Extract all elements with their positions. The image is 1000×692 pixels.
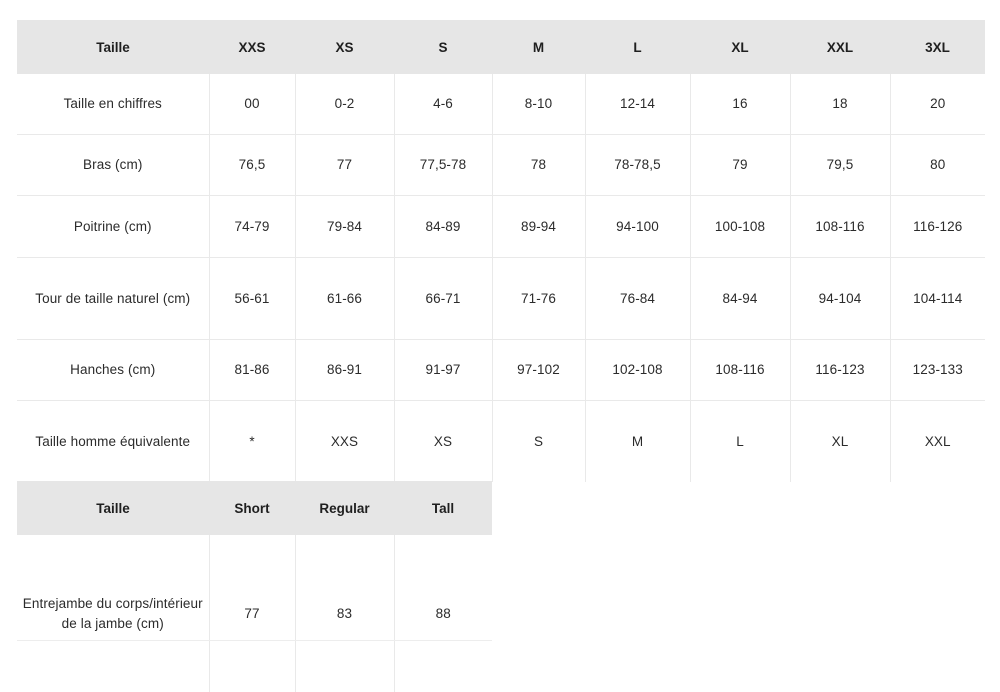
cell-value: 66-71	[394, 257, 493, 340]
column-header-xl: XL	[690, 20, 790, 74]
inseam-length-table: Taille Short Regular Tall Entrejambe du …	[17, 481, 492, 692]
column-header-tall: Tall	[394, 481, 492, 535]
column-header-s: S	[394, 20, 492, 74]
cell-value: 8-10	[492, 74, 586, 135]
cell-value: 88	[394, 535, 492, 692]
cell-value: L	[690, 400, 791, 482]
cell-value: 77,5-78	[394, 134, 493, 196]
column-header-xxs: XXS	[209, 20, 295, 74]
cell-value: 79,5	[790, 134, 891, 196]
column-header-xxl: XXL	[790, 20, 890, 74]
cell-value: 76,5	[209, 134, 296, 196]
cell-value: S	[492, 400, 586, 482]
row-label-hips: Hanches (cm)	[17, 339, 210, 401]
cell-value: 12-14	[585, 74, 691, 135]
cell-value: 71-76	[492, 257, 586, 340]
cell-value: M	[585, 400, 691, 482]
cell-value: 00	[209, 74, 296, 135]
row-label-inseam: Entrejambe du corps/intérieur de la jamb…	[17, 535, 210, 692]
row-label-mens-equivalent: Taille homme équivalente	[17, 400, 210, 482]
column-header-taille: Taille	[17, 20, 209, 74]
cell-value: 56-61	[209, 257, 296, 340]
column-header-taille-inseam: Taille	[17, 481, 209, 535]
cell-value: 81-86	[209, 339, 296, 401]
cell-value: 20	[890, 74, 985, 135]
cell-value: 18	[790, 74, 891, 135]
table-row: Taille homme équivalente * XXS XS S M L …	[17, 400, 985, 482]
row-label-natural-waist: Tour de taille naturel (cm)	[17, 257, 210, 340]
cell-value: 108-116	[790, 195, 891, 258]
cell-value: XXS	[295, 400, 395, 482]
column-header-3xl: 3XL	[890, 20, 985, 74]
inseam-table-header: Taille Short Regular Tall	[17, 481, 492, 535]
womens-size-chart-table: Taille XXS XS S M L XL XXL 3XL Taille en…	[17, 20, 985, 482]
cell-value: 102-108	[585, 339, 691, 401]
row-label-arm: Bras (cm)	[17, 134, 210, 196]
column-header-m: M	[492, 20, 585, 74]
cell-value: XS	[394, 400, 493, 482]
cell-value: 84-94	[690, 257, 791, 340]
womens-size-chart-header: Taille XXS XS S M L XL XXL 3XL	[17, 20, 985, 74]
cell-value: 16	[690, 74, 791, 135]
row-label-numeric-size: Taille en chiffres	[17, 74, 210, 135]
cell-value: 86-91	[295, 339, 395, 401]
cell-value: 116-126	[890, 195, 985, 258]
cell-value: 80	[890, 134, 985, 196]
cell-value: 79-84	[295, 195, 395, 258]
table-row: Entrejambe du corps/intérieur de la jamb…	[17, 535, 492, 692]
cell-value: 77	[295, 134, 395, 196]
cell-value: 94-104	[790, 257, 891, 340]
cell-value: 89-94	[492, 195, 586, 258]
cell-value: 61-66	[295, 257, 395, 340]
row-label-chest: Poitrine (cm)	[17, 195, 210, 258]
cell-value: 74-79	[209, 195, 296, 258]
header-row: Taille Short Regular Tall	[17, 481, 492, 535]
table-row: Hanches (cm) 81-86 86-91 91-97 97-102 10…	[17, 339, 985, 401]
table-row: Taille en chiffres 00 0-2 4-6 8-10 12-14…	[17, 74, 985, 135]
cell-value: 83	[295, 535, 395, 692]
cell-value: 97-102	[492, 339, 586, 401]
cell-value: 104-114	[890, 257, 985, 340]
cell-value: 0-2	[295, 74, 395, 135]
cell-value: 123-133	[890, 339, 985, 401]
cell-value: 108-116	[690, 339, 791, 401]
table-row: Poitrine (cm) 74-79 79-84 84-89 89-94 94…	[17, 195, 985, 258]
size-guide-page: Taille XXS XS S M L XL XXL 3XL Taille en…	[17, 20, 985, 692]
cell-value: 76-84	[585, 257, 691, 340]
cell-value: XXL	[890, 400, 985, 482]
bottom-divider	[17, 640, 492, 641]
cell-value: XL	[790, 400, 891, 482]
cell-value: 100-108	[690, 195, 791, 258]
column-header-l: L	[585, 20, 690, 74]
inseam-table-body: Entrejambe du corps/intérieur de la jamb…	[17, 535, 492, 692]
cell-value: 4-6	[394, 74, 493, 135]
cell-value: 78-78,5	[585, 134, 691, 196]
cell-value: *	[209, 400, 296, 482]
cell-value: 94-100	[585, 195, 691, 258]
table-row: Bras (cm) 76,5 77 77,5-78 78 78-78,5 79 …	[17, 134, 985, 196]
cell-value: 84-89	[394, 195, 493, 258]
cell-value: 116-123	[790, 339, 891, 401]
womens-size-chart-body: Taille en chiffres 00 0-2 4-6 8-10 12-14…	[17, 74, 985, 482]
cell-value: 78	[492, 134, 586, 196]
cell-value: 77	[209, 535, 296, 692]
column-header-regular: Regular	[295, 481, 394, 535]
column-header-xs: XS	[295, 20, 394, 74]
cell-value: 91-97	[394, 339, 493, 401]
column-header-short: Short	[209, 481, 295, 535]
cell-value: 79	[690, 134, 791, 196]
table-row: Tour de taille naturel (cm) 56-61 61-66 …	[17, 257, 985, 340]
header-row: Taille XXS XS S M L XL XXL 3XL	[17, 20, 985, 74]
